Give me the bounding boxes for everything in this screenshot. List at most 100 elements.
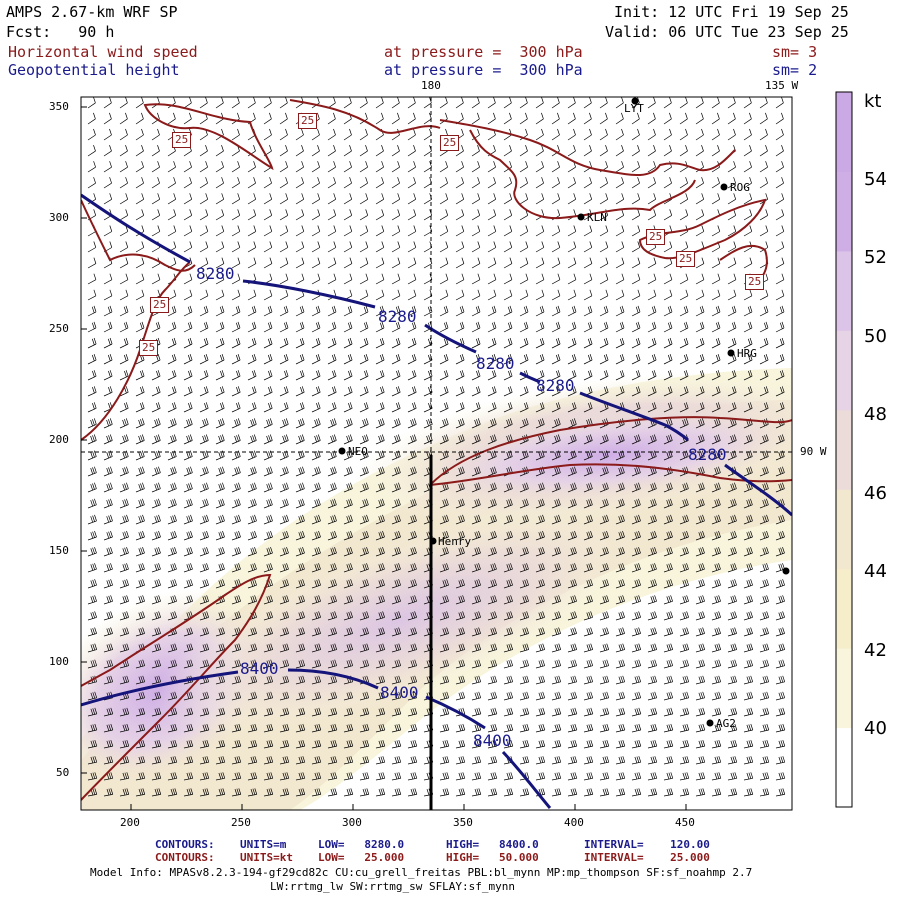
wind-barb xyxy=(551,579,561,589)
wind-barb xyxy=(439,772,450,781)
wind-barb xyxy=(631,707,642,717)
wind-barb xyxy=(407,177,416,189)
wind-barb xyxy=(279,659,290,669)
wind-barb xyxy=(119,402,129,413)
wind-barb xyxy=(215,353,225,365)
wind-barb xyxy=(743,450,753,461)
wind-barb xyxy=(695,772,706,781)
wind-barb xyxy=(743,675,754,685)
wind-barb xyxy=(311,739,322,749)
wind-barb xyxy=(103,177,112,189)
wind-barb xyxy=(679,691,690,701)
wind-barb xyxy=(615,756,626,765)
wind-barb xyxy=(215,305,225,317)
wind-barb xyxy=(679,209,689,221)
wind-barb xyxy=(487,177,496,189)
wind-barb xyxy=(455,418,465,429)
wind-barb xyxy=(519,386,529,397)
wind-barb xyxy=(743,370,753,381)
wind-barb xyxy=(711,466,721,477)
wind-barb xyxy=(151,482,161,493)
wind-barb xyxy=(647,546,657,557)
wind-barb xyxy=(295,193,305,205)
wind-barb xyxy=(647,723,658,733)
wind-barb xyxy=(535,643,546,653)
wind-barb xyxy=(407,112,416,125)
wind-barb xyxy=(455,321,465,333)
wind-barb xyxy=(743,739,754,749)
wind-barb xyxy=(375,482,385,493)
wind-barb xyxy=(247,788,258,797)
wind-barb xyxy=(183,402,193,413)
wind-barb xyxy=(615,370,625,381)
wind-barb xyxy=(599,466,609,477)
wind-barb xyxy=(519,595,529,605)
wind-barb xyxy=(295,707,306,717)
wind-barb xyxy=(487,353,497,365)
wind-barb xyxy=(519,161,528,173)
wind-barb xyxy=(199,209,209,221)
wind-barb xyxy=(151,530,161,541)
wind-barb xyxy=(311,241,321,253)
wind-barb xyxy=(391,112,400,125)
wind-barb xyxy=(519,659,530,669)
wind-barb xyxy=(151,595,161,605)
wind-barb xyxy=(359,177,368,189)
wind-barb xyxy=(295,595,305,605)
wind-barb xyxy=(647,466,657,477)
wind-barb xyxy=(775,482,785,493)
wind-barb xyxy=(359,466,369,477)
wind-barb xyxy=(343,563,353,573)
station-dot-edge xyxy=(782,567,790,575)
wind-barb xyxy=(567,627,577,637)
wind-barb xyxy=(439,530,449,541)
wind-barb xyxy=(455,209,465,221)
wind-barb xyxy=(599,643,610,653)
wind-barb xyxy=(551,466,561,477)
wind-barb xyxy=(359,643,370,653)
wind-barb xyxy=(103,707,114,717)
wind-barb xyxy=(743,144,752,157)
wind-barb xyxy=(343,128,352,141)
wind-barb xyxy=(567,144,576,157)
wind-barb xyxy=(215,450,225,461)
field1-smoothing: sm= 3 xyxy=(772,43,818,61)
wind-barb xyxy=(407,370,417,381)
wind-barb xyxy=(775,402,785,413)
wind-barb xyxy=(151,723,162,733)
wind-barb xyxy=(535,177,544,189)
wind-barb xyxy=(487,321,497,333)
wind-barb xyxy=(663,482,673,493)
wind-barb xyxy=(727,321,737,333)
wind-barb xyxy=(263,209,273,221)
wind-barb xyxy=(743,321,753,333)
wind-barb xyxy=(727,707,738,717)
wind-barb xyxy=(391,514,401,525)
wind-barb xyxy=(343,161,352,173)
wind-barb xyxy=(183,772,194,781)
wind-barb xyxy=(535,386,545,397)
wind-barb xyxy=(759,498,769,509)
wind-barb xyxy=(151,611,161,621)
wind-barb xyxy=(375,241,385,253)
wind-speed-contours xyxy=(81,99,792,801)
wind-barb xyxy=(103,772,114,781)
wind-barb xyxy=(583,611,593,621)
wind-barb xyxy=(663,353,673,365)
wind-barb xyxy=(343,530,353,541)
wind-barb xyxy=(439,402,449,413)
wind-barb xyxy=(247,595,257,605)
wind-barb xyxy=(119,514,129,525)
wind-barb xyxy=(103,112,112,125)
wind-barb xyxy=(167,177,176,189)
wind-barb xyxy=(551,756,562,765)
wind-barb xyxy=(183,691,194,701)
wind-barb xyxy=(391,659,402,669)
wind-barb xyxy=(311,370,321,381)
wind-barb xyxy=(231,611,241,621)
wind-barb xyxy=(551,450,561,461)
wind-barb xyxy=(775,514,785,525)
wind-barb xyxy=(295,450,305,461)
wind-barb xyxy=(583,756,594,765)
wind-barb xyxy=(391,273,401,285)
